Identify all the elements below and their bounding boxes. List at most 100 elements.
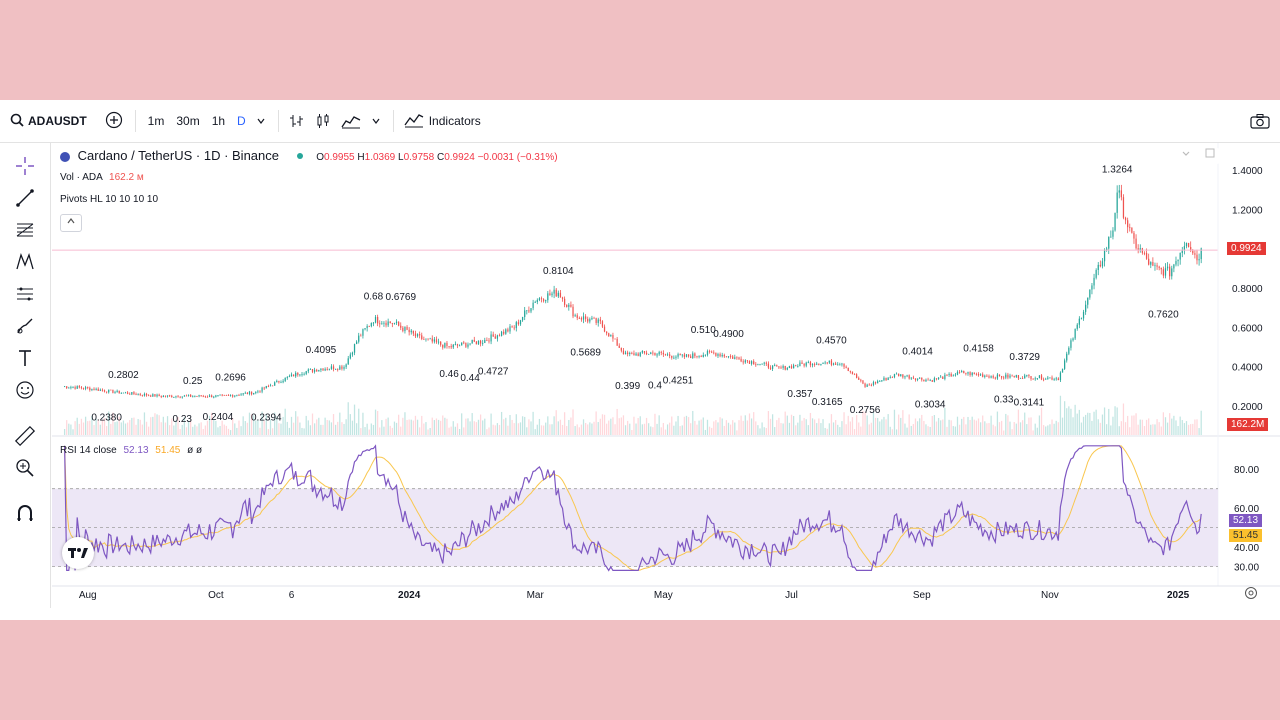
bars-style-icon[interactable] <box>289 113 305 129</box>
candle-body <box>916 378 919 380</box>
tradingview-logo[interactable] <box>62 537 94 569</box>
volume-bar <box>450 426 452 435</box>
candle-body <box>971 372 973 376</box>
settings-icon[interactable] <box>1244 586 1258 605</box>
interval-1m[interactable]: 1m <box>147 114 165 128</box>
collapse-legend-button[interactable] <box>60 214 82 232</box>
candle-body <box>963 370 965 374</box>
candle-body <box>148 395 150 397</box>
volume-bar <box>603 414 606 435</box>
candle-body <box>582 316 585 320</box>
area-chart-icon[interactable] <box>341 113 361 129</box>
volume-bar <box>952 426 954 435</box>
magnet-icon[interactable] <box>12 501 38 527</box>
maximize-pane-icon[interactable] <box>1200 148 1220 164</box>
indicators-button[interactable]: Indicators <box>404 112 481 131</box>
candle-body <box>316 369 318 372</box>
trendline-icon[interactable] <box>12 185 38 211</box>
volume-bar <box>660 427 662 435</box>
volume-bar <box>383 426 385 435</box>
candle-body <box>1200 248 1202 260</box>
volume-bar <box>120 422 122 435</box>
candle-body <box>568 304 570 307</box>
candle-body <box>992 376 994 378</box>
candle-body <box>786 367 788 370</box>
candle-body <box>425 338 427 340</box>
volume-bar <box>750 418 753 435</box>
volume-bar <box>778 417 780 435</box>
emoji-icon[interactable] <box>12 377 38 403</box>
volume-bar <box>627 420 629 435</box>
candle-body <box>580 318 583 320</box>
candle-body <box>1175 261 1177 265</box>
volume-bar <box>1120 421 1122 435</box>
volume-bar <box>1101 414 1104 435</box>
measure-icon[interactable] <box>12 281 38 307</box>
candle-body <box>1110 236 1112 238</box>
interval-d[interactable]: D <box>237 114 246 128</box>
volume-bar <box>1160 426 1162 435</box>
volume-bar <box>204 425 206 435</box>
candle-body <box>1076 324 1078 329</box>
crosshair-icon[interactable] <box>12 153 38 179</box>
candle-body <box>1154 265 1156 267</box>
volume-bar <box>131 417 133 435</box>
text-icon[interactable] <box>12 345 38 371</box>
ruler-icon[interactable] <box>12 423 38 449</box>
alert-icon[interactable] <box>1176 148 1196 164</box>
volume-bar <box>975 420 978 435</box>
brush-icon[interactable] <box>12 313 38 339</box>
volume-bar <box>916 421 919 435</box>
volume-bar <box>242 416 244 435</box>
pivots-legend[interactable]: Pivots HL 10 10 10 10 <box>60 194 158 205</box>
volume-bar <box>1061 417 1064 435</box>
volume-bar <box>278 423 280 435</box>
candle-body <box>395 321 398 324</box>
candle-body <box>421 335 423 340</box>
volume-bar <box>954 426 957 435</box>
candle-body <box>601 321 604 327</box>
volume-bar <box>862 410 864 435</box>
candle-body <box>156 394 158 397</box>
chart-canvas[interactable]: 0.2802 0.25 0.2696 0.4095 0.68 0.6769 0.8104 0.… <box>0 100 1280 620</box>
candle-body <box>440 341 442 345</box>
volume-bar <box>286 421 288 435</box>
chart-type-dropdown-icon[interactable] <box>371 116 381 126</box>
candle-body <box>484 340 486 343</box>
symbol-search[interactable]: ADAUSDT <box>10 113 87 130</box>
candle-body <box>1045 378 1047 380</box>
interval-30m[interactable]: 30m <box>176 114 200 128</box>
volume-bar <box>175 420 177 435</box>
interval-dropdown-icon[interactable] <box>256 116 266 126</box>
volume-bar <box>650 426 652 435</box>
volume-bar <box>591 423 593 435</box>
candle-body <box>1097 264 1099 270</box>
candle-body <box>984 375 986 377</box>
interval-1h[interactable]: 1h <box>211 114 226 128</box>
pivot-low-label: 0.2394 <box>251 412 282 423</box>
compare-button[interactable] <box>105 111 123 132</box>
zoom-in-icon[interactable] <box>12 455 38 481</box>
candle-body <box>547 293 549 301</box>
volume-bar <box>933 415 936 435</box>
volume-bar <box>1139 419 1141 435</box>
camera-icon[interactable] <box>1250 113 1270 129</box>
candle-body <box>427 338 429 340</box>
candle-series <box>63 184 1202 399</box>
candle-body <box>835 363 837 365</box>
fib-icon[interactable] <box>12 217 38 243</box>
pivot-high-label: 0.4158 <box>963 344 994 355</box>
candles-icon[interactable] <box>315 113 331 129</box>
volume-legend[interactable]: Vol · ADA 162.2 м <box>60 172 144 183</box>
rsi-legend[interactable]: RSI 14 close 52.13 51.45 ø ø <box>60 445 202 456</box>
volume-bar <box>553 416 555 435</box>
candle-body <box>416 334 419 337</box>
candle-body <box>1145 252 1148 259</box>
candle-body <box>1124 217 1127 221</box>
volume-bar <box>1106 424 1108 435</box>
volume-bar <box>164 422 167 435</box>
candle-body <box>914 378 917 380</box>
rsi-axis-label: 80.00 <box>1234 465 1259 476</box>
volume-bar <box>282 416 284 435</box>
pattern-icon[interactable] <box>12 249 38 275</box>
